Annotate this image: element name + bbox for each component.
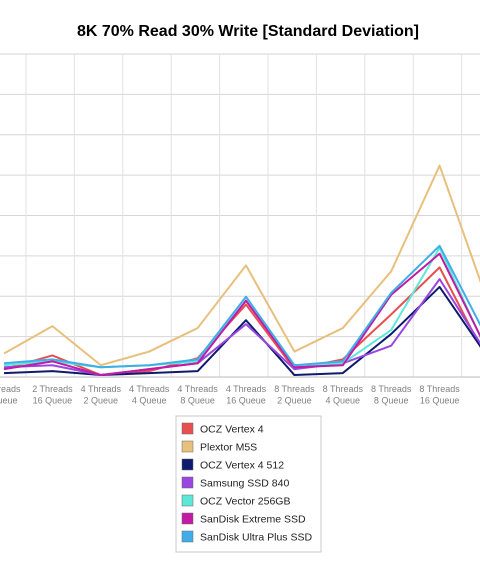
legend-swatch [181, 512, 194, 525]
x-tick-label: 4 Queue [132, 396, 167, 406]
legend: OCZ Vertex 4 Plextor M5S OCZ Vertex 4 512 S… [175, 415, 322, 553]
x-tick-label: 16 Queue [226, 396, 266, 406]
x-tick-label: 4 Threads [81, 384, 122, 394]
legend-swatch [181, 530, 194, 543]
legend-label: Samsung SSD 840 [200, 478, 289, 490]
legend-swatch [181, 440, 194, 453]
x-tick-label: 4 Queue [326, 396, 361, 406]
legend-label: OCZ Vertex 4 [200, 424, 264, 436]
legend-label: OCZ Vertex 4 512 [200, 460, 284, 472]
legend-swatch [181, 458, 194, 471]
x-tick-label: 16 Queue [33, 396, 73, 406]
x-tick-label: 4 Threads [177, 384, 218, 394]
x-tick-label: 8 Threads [371, 384, 412, 394]
series-line-2 [3, 164, 480, 367]
legend-label: Plextor M5S [200, 442, 257, 454]
x-tick-label: 4 Threads [226, 384, 267, 394]
legend-label: OCZ Vector 256GB [200, 496, 290, 508]
x-tick-label: 8 Threads [323, 384, 364, 394]
x-tick-label: 16 Queue [420, 396, 460, 406]
x-tick-label: 4 Threads [129, 384, 170, 394]
legend-swatch [181, 476, 194, 489]
series-line-5 [3, 246, 480, 369]
x-tick-label: Queue [0, 396, 18, 406]
x-tick-label: Threads [0, 384, 21, 394]
legend-swatch [181, 422, 194, 435]
x-tick-label: 2 Threads [32, 384, 73, 394]
chart-title: 8K 70% Read 30% Write [Standard Deviatio… [77, 23, 419, 40]
x-tick-label: 2 Queue [84, 396, 119, 406]
x-tick-label: 8 Queue [374, 396, 409, 406]
plot-area [3, 164, 480, 377]
legend-box [175, 415, 322, 553]
x-axis-ticks: Threads Queue 2 Threads 16 Queue 4 Threads 2 … [0, 384, 460, 406]
legend-swatch [181, 494, 194, 507]
x-tick-label: 8 Threads [419, 384, 460, 394]
grid [0, 53, 480, 378]
series-line-4 [3, 278, 480, 377]
x-tick-label: 2 Queue [277, 396, 312, 406]
legend-label: SanDisk Extreme SSD [200, 514, 306, 526]
x-tick-label: 8 Threads [274, 384, 315, 394]
legend-label: SanDisk Ultra Plus SSD [200, 532, 312, 544]
x-tick-label: 8 Queue [180, 396, 215, 406]
